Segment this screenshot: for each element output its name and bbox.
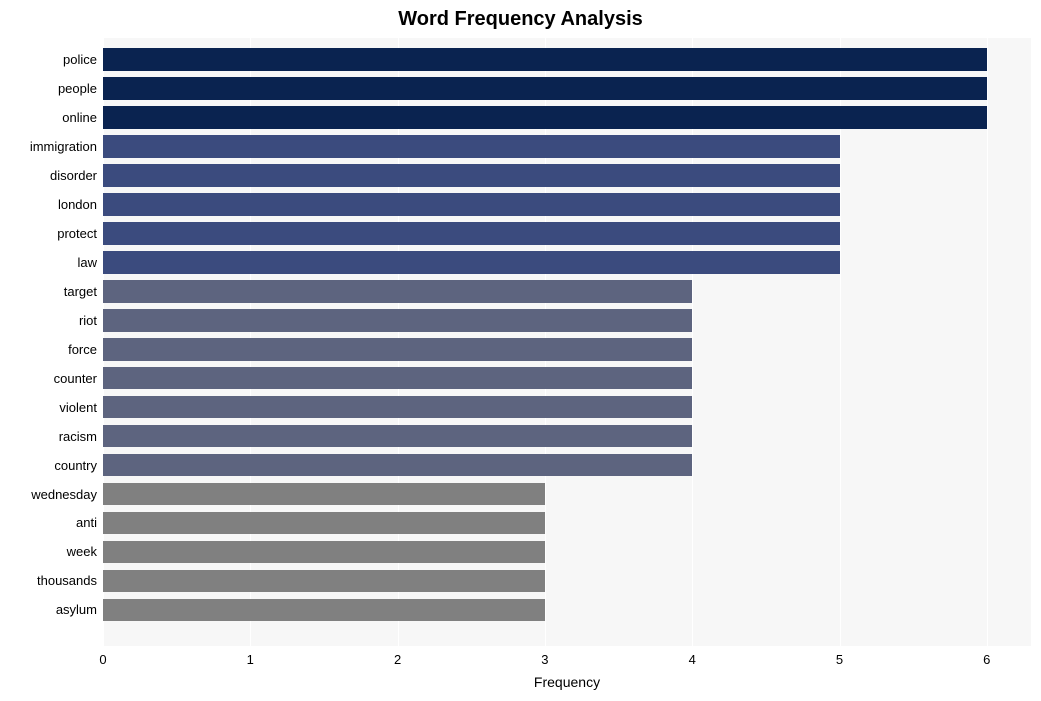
x-axis-title: Frequency: [103, 674, 1031, 690]
word-frequency-chart: Word Frequency Analysis Frequency police…: [0, 0, 1041, 701]
y-tick-label: country: [54, 458, 97, 473]
x-tick-label: 4: [672, 652, 712, 667]
bar: [103, 338, 692, 361]
bar: [103, 251, 840, 274]
y-tick-label: week: [67, 544, 97, 559]
x-tick-label: 0: [83, 652, 123, 667]
bar: [103, 280, 692, 303]
y-tick-label: disorder: [50, 168, 97, 183]
y-tick-label: anti: [76, 515, 97, 530]
y-tick-label: immigration: [30, 139, 97, 154]
bar: [103, 425, 692, 448]
x-tick-label: 6: [967, 652, 1007, 667]
y-tick-label: racism: [59, 429, 97, 444]
bar: [103, 396, 692, 419]
y-tick-label: riot: [79, 313, 97, 328]
bar: [103, 367, 692, 390]
grid-line: [840, 38, 841, 646]
bar: [103, 193, 840, 216]
bar: [103, 483, 545, 506]
y-tick-label: people: [58, 81, 97, 96]
bar: [103, 512, 545, 535]
bar: [103, 48, 987, 71]
chart-title: Word Frequency Analysis: [0, 8, 1041, 31]
y-tick-label: police: [63, 52, 97, 67]
y-tick-label: force: [68, 342, 97, 357]
bar: [103, 222, 840, 245]
y-tick-label: asylum: [56, 602, 97, 617]
bar: [103, 106, 987, 129]
bar: [103, 164, 840, 187]
bar: [103, 135, 840, 158]
y-tick-label: protect: [57, 226, 97, 241]
y-tick-label: target: [64, 284, 97, 299]
y-tick-label: london: [58, 197, 97, 212]
y-tick-label: violent: [59, 400, 97, 415]
y-tick-label: online: [62, 110, 97, 125]
y-tick-label: wednesday: [31, 487, 97, 502]
x-tick-label: 2: [378, 652, 418, 667]
bar: [103, 309, 692, 332]
bar: [103, 541, 545, 564]
grid-line: [692, 38, 693, 646]
bar: [103, 77, 987, 100]
grid-line: [987, 38, 988, 646]
bar: [103, 599, 545, 622]
y-tick-label: thousands: [37, 573, 97, 588]
x-tick-label: 1: [230, 652, 270, 667]
plot-area: [103, 38, 1031, 646]
y-tick-label: law: [77, 255, 97, 270]
y-tick-label: counter: [54, 371, 97, 386]
x-tick-label: 3: [525, 652, 565, 667]
x-tick-label: 5: [820, 652, 860, 667]
bar: [103, 454, 692, 477]
bar: [103, 570, 545, 593]
